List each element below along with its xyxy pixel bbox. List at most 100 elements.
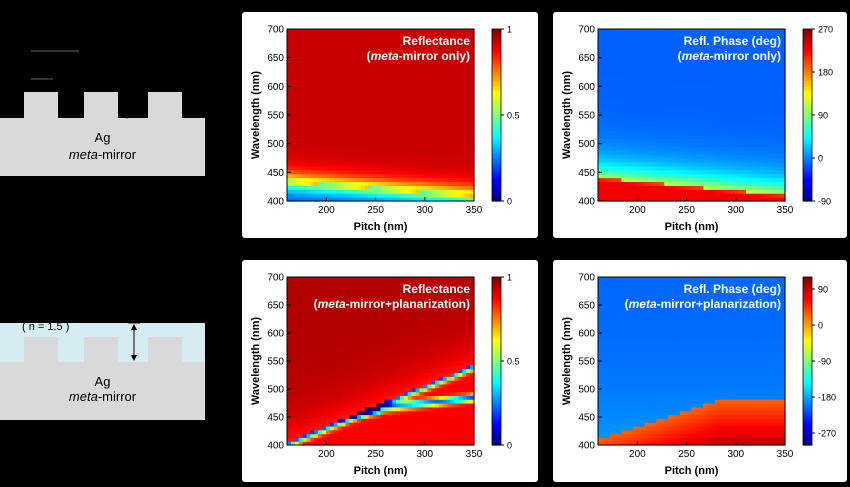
heatmap-cell <box>727 138 731 143</box>
heatmap-cell <box>338 138 342 143</box>
heatmap-cell <box>629 150 633 155</box>
heatmap-cell <box>610 37 614 42</box>
heatmap-cell <box>641 76 645 81</box>
y-tick-label: 650 <box>578 53 595 64</box>
heatmap-cell <box>680 123 684 128</box>
heatmap-cell <box>318 369 322 373</box>
heatmap-cell <box>598 185 602 190</box>
heatmap-cell <box>287 288 291 292</box>
heatmap-cell <box>287 189 291 194</box>
heatmap-cell <box>750 193 754 198</box>
heatmap-cell <box>291 392 295 396</box>
heatmap-cell <box>377 119 381 124</box>
heatmap-cell <box>404 162 408 167</box>
heatmap-cell <box>423 92 427 97</box>
heatmap-cell <box>334 49 338 54</box>
heatmap-cell <box>318 357 322 361</box>
heatmap-cell <box>388 115 392 120</box>
heatmap-cell <box>299 342 303 346</box>
heatmap-cell <box>439 115 443 120</box>
heatmap-cell <box>684 146 688 151</box>
heatmap-cell <box>326 170 330 175</box>
heatmap-cell <box>462 64 466 69</box>
heatmap-cell <box>318 162 322 167</box>
heatmap-cell <box>742 181 746 186</box>
mirror-ridge <box>84 92 118 119</box>
heatmap-cell <box>451 68 455 73</box>
heatmap-cell <box>299 430 303 434</box>
heatmap-cell <box>773 170 777 175</box>
heatmap-cell <box>734 115 738 120</box>
heatmap-cell <box>384 29 388 34</box>
heatmap-cell <box>396 99 400 104</box>
heatmap-cell <box>381 127 385 132</box>
heatmap-cell <box>396 185 400 190</box>
heatmap-cell <box>404 99 408 104</box>
heatmap-cell <box>614 181 618 186</box>
heatmap-cell <box>692 95 696 100</box>
heatmap-cell <box>435 88 439 93</box>
heatmap-cell <box>723 162 727 167</box>
heatmap-cell <box>318 384 322 388</box>
heatmap-cell <box>637 88 641 93</box>
heatmap-cell <box>334 80 338 85</box>
heatmap-cell <box>703 115 707 120</box>
heatmap-cell <box>326 64 330 69</box>
heatmap-cell <box>641 37 645 42</box>
heatmap-cell <box>381 92 385 97</box>
material-label: Ag <box>0 374 205 389</box>
heatmap-cell <box>404 72 408 77</box>
heatmap-cell <box>649 64 653 69</box>
heatmap-cell <box>738 88 742 93</box>
heatmap-cell <box>357 162 361 167</box>
heatmap-cell <box>746 138 750 143</box>
heatmap-cell <box>295 300 299 304</box>
heatmap-cell <box>396 92 400 97</box>
heatmap-cell <box>361 52 365 57</box>
heatmap-cell <box>396 107 400 112</box>
heatmap-cell <box>318 170 322 175</box>
heatmap-cell <box>388 166 392 171</box>
heatmap-cell <box>617 88 621 93</box>
heatmap-cell <box>357 103 361 108</box>
heatmap-cell <box>291 380 295 384</box>
heatmap-cell <box>758 170 762 175</box>
heatmap-cell <box>629 154 633 159</box>
heatmap-cell <box>427 150 431 155</box>
heatmap-cell <box>668 80 672 85</box>
heatmap-cell <box>610 166 614 171</box>
heatmap-cell <box>326 346 330 350</box>
heatmap-cell <box>769 142 773 147</box>
heatmap-cell <box>738 170 742 175</box>
heatmap-cell <box>466 162 470 167</box>
heatmap-cell <box>762 150 766 155</box>
heatmap-cell <box>617 150 621 155</box>
heatmap-cell <box>451 107 455 112</box>
heatmap-cell <box>668 68 672 73</box>
heatmap-cell <box>287 72 291 77</box>
heatmap-cell <box>419 92 423 97</box>
heatmap-cell <box>353 166 357 171</box>
heatmap-cell <box>625 138 629 143</box>
heatmap-cell <box>656 166 660 171</box>
heatmap-cell <box>730 95 734 100</box>
heatmap-cell <box>369 41 373 46</box>
heatmap-cell <box>746 146 750 151</box>
heatmap-cell <box>353 80 357 85</box>
heatmap-cell <box>334 376 338 380</box>
heatmap-cell <box>455 189 459 194</box>
heatmap-cell <box>295 88 299 93</box>
heatmap-cell <box>606 92 610 97</box>
heatmap-cell <box>730 174 734 179</box>
heatmap-cell <box>769 135 773 140</box>
heatmap-cell <box>404 178 408 183</box>
heatmap-cell <box>416 76 420 81</box>
heatmap-cell <box>291 119 295 124</box>
heatmap-cell <box>455 162 459 167</box>
heatmap-cell <box>707 166 711 171</box>
heatmap-cell <box>727 119 731 124</box>
heatmap-cell <box>447 127 451 132</box>
heatmap-cell <box>668 131 672 136</box>
heatmap-cell <box>295 407 299 411</box>
heatmap-cell <box>668 181 672 186</box>
